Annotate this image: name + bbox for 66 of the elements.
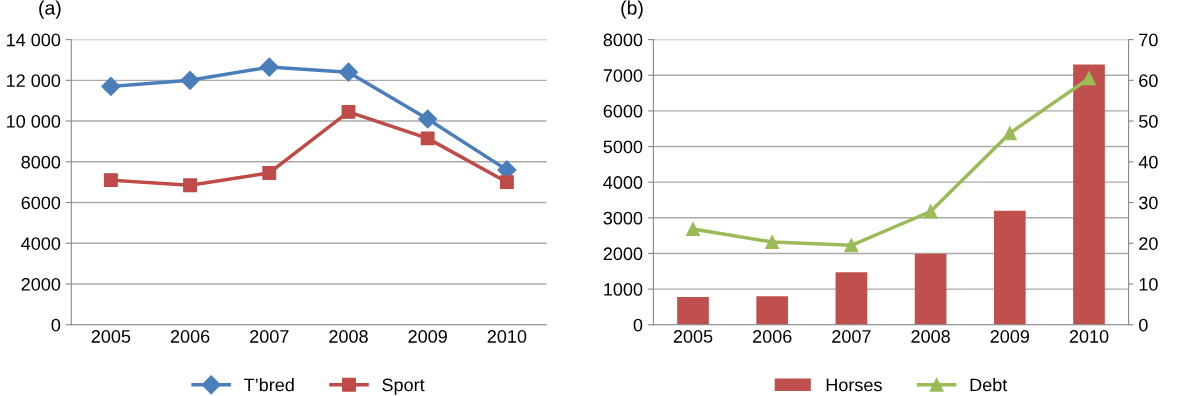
y2-tick-label: 30 — [1139, 196, 1158, 210]
point — [103, 173, 118, 188]
y2-tick-label: 0 — [1139, 318, 1148, 332]
x-tick-label: 2007 — [832, 330, 871, 343]
chart-title: (a) — [39, 0, 61, 19]
y2-tick-label: 40 — [1138, 155, 1158, 169]
y2-tick-label: 70 — [1139, 33, 1158, 47]
x-tick-label: 2006 — [753, 330, 792, 343]
point — [341, 104, 356, 119]
point — [686, 222, 700, 236]
x-tick-label: 2010 — [1069, 330, 1109, 343]
y-tick-label: 4000 — [21, 237, 61, 250]
x-tick-label: 2005 — [673, 330, 713, 343]
y-tick-label: 14 000 — [7, 33, 61, 47]
y-tick-label: 0 — [633, 318, 643, 332]
y-tick-label: 7000 — [603, 69, 643, 82]
x-tick-label: 2008 — [329, 330, 368, 343]
y-tick-label: 8000 — [21, 155, 61, 169]
point — [183, 178, 198, 193]
y-tick-label: 8000 — [603, 33, 643, 47]
point — [420, 131, 435, 146]
point — [1082, 71, 1096, 86]
y-tick-label: 6000 — [603, 104, 643, 118]
x-tick-label: 2010 — [487, 330, 527, 343]
x-tick-label: 2006 — [170, 330, 210, 343]
y-tick-label: 6000 — [21, 196, 61, 210]
point — [262, 166, 277, 180]
point — [338, 62, 359, 82]
point — [259, 57, 279, 77]
y2-tick-label: 10 — [1139, 277, 1158, 291]
x-tick-label: 2007 — [250, 330, 289, 343]
point — [844, 238, 859, 253]
point — [101, 76, 121, 96]
bar — [756, 296, 789, 325]
y-tick-label: 10 000 — [7, 115, 61, 128]
x-tick-label: 2009 — [990, 330, 1030, 343]
y-tick-label: 12 000 — [7, 74, 61, 88]
x-tick-label: 2008 — [911, 330, 950, 343]
y-tick-label: 2000 — [603, 247, 643, 261]
legend-label: Horses — [826, 378, 882, 392]
legend-label: Sport — [382, 378, 425, 395]
y-tick-label: 1000 — [604, 283, 643, 296]
legend-label: Debt — [970, 378, 1008, 392]
x-tick-label: 2005 — [91, 330, 131, 343]
point — [923, 204, 938, 219]
y2-tick-label: 50 — [1139, 115, 1158, 128]
y-tick-label: 0 — [51, 318, 61, 332]
point — [765, 235, 780, 249]
point — [418, 109, 438, 129]
chart-title: (b) — [621, 0, 643, 19]
point — [1002, 126, 1017, 141]
y-tick-label: 2000 — [21, 277, 61, 291]
point — [180, 70, 200, 90]
y-tick-label: 3000 — [603, 211, 643, 225]
point — [499, 175, 514, 190]
y2-tick-label: 20 — [1139, 237, 1158, 250]
bar — [1073, 64, 1105, 325]
y-tick-label: 5000 — [603, 140, 643, 154]
bar — [835, 272, 868, 325]
bar — [914, 253, 947, 325]
legend-label: T’bred — [244, 378, 294, 392]
x-tick-label: 2009 — [408, 330, 447, 343]
y-tick-label: 4000 — [603, 176, 643, 189]
y2-tick-label: 60 — [1139, 74, 1158, 88]
bar — [993, 210, 1026, 325]
bar — [677, 296, 709, 325]
